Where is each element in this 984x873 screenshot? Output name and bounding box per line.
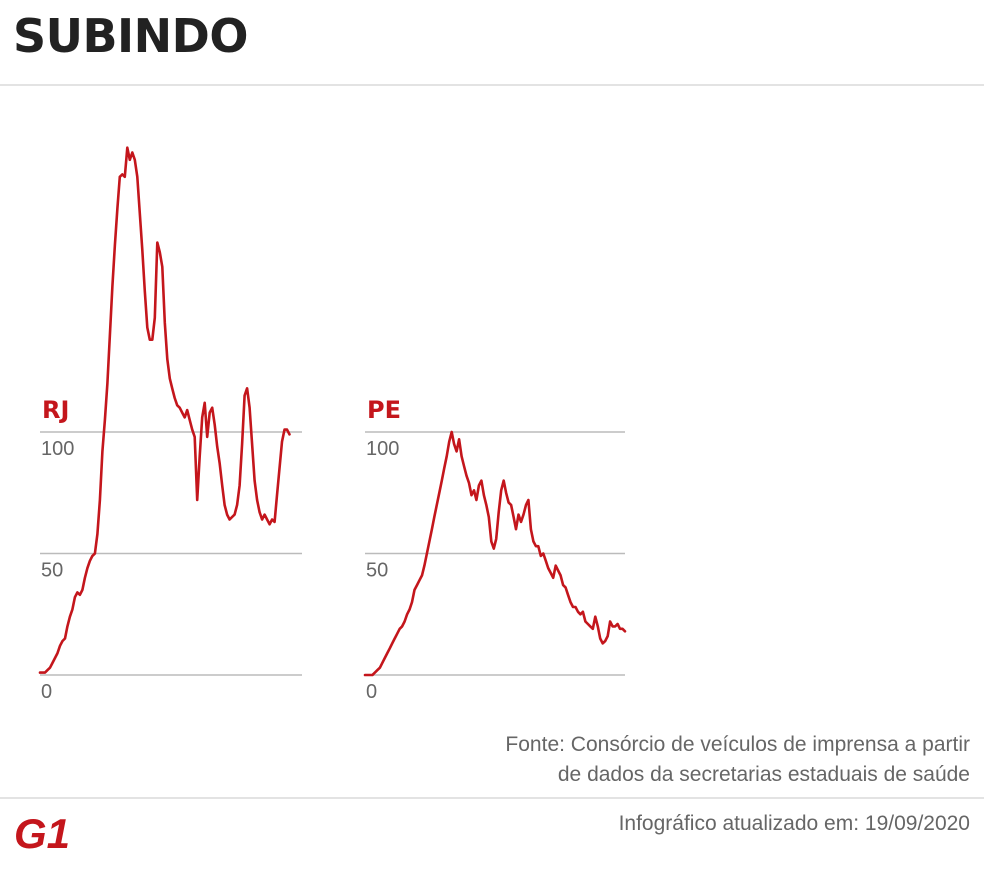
pe-ytick-label-100: 100 bbox=[366, 438, 399, 460]
page-title: SUBINDO bbox=[13, 9, 248, 63]
charts-container: 0 50 100 RJ 0 50 100 PE bbox=[0, 86, 984, 706]
pe-chart-label: PE bbox=[367, 396, 401, 424]
rj-series-line bbox=[38, 146, 291, 674]
charts-svg: 0 50 100 RJ 0 50 100 PE bbox=[38, 146, 627, 703]
rj-ytick-label-0: 0 bbox=[41, 681, 52, 703]
rj-ytick-label-50: 50 bbox=[41, 560, 63, 582]
source-line-1: Fonte: Consórcio de veículos de imprensa… bbox=[505, 733, 970, 756]
footer-divider bbox=[0, 797, 984, 799]
source-line-2: de dados da secretarias estaduais de saú… bbox=[557, 763, 970, 786]
pe-ytick-label-0: 0 bbox=[366, 681, 377, 703]
pe-ytick-label-50: 50 bbox=[366, 560, 388, 582]
source-note: Fonte: Consórcio de veículos de imprensa… bbox=[410, 730, 970, 790]
pe-series-line bbox=[363, 430, 627, 677]
g1-logo-text: G1 bbox=[14, 812, 70, 852]
rj-ytick-label-100: 100 bbox=[41, 438, 74, 460]
rj-chart-label: RJ bbox=[42, 396, 69, 424]
title-divider bbox=[0, 84, 984, 86]
updated-note: Infográfico atualizado em: 19/09/2020 bbox=[618, 812, 970, 835]
g1-logo-icon: G1 bbox=[14, 812, 70, 852]
